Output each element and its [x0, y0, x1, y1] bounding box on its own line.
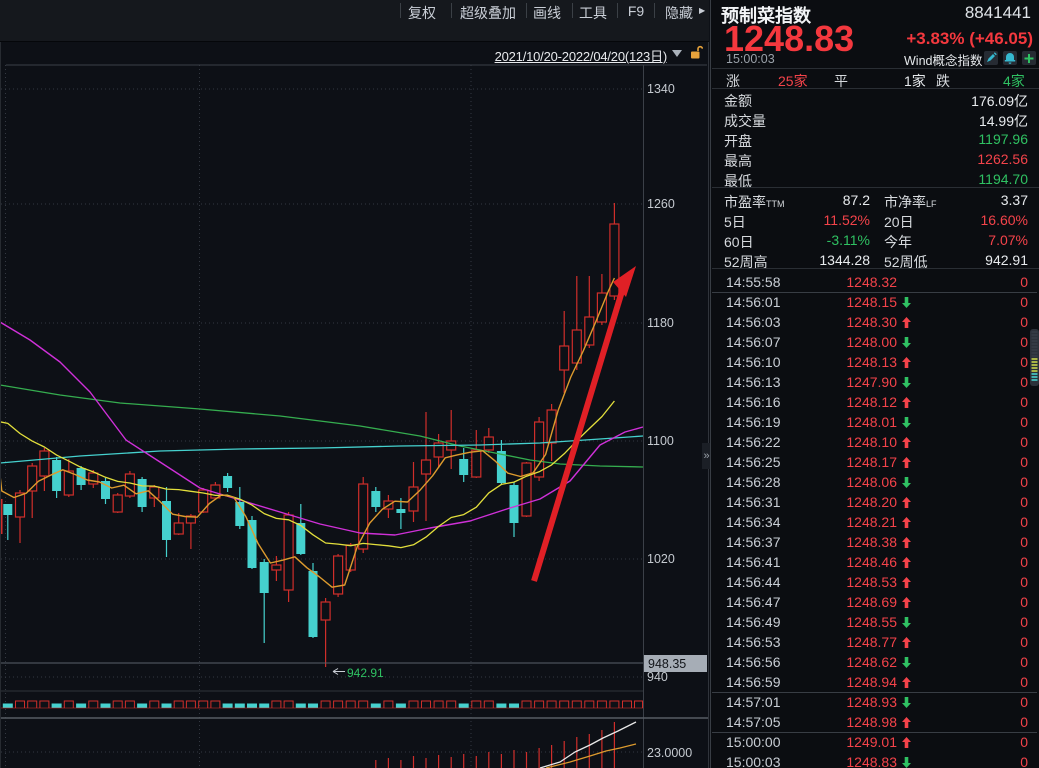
svg-text:1100: 1100 — [647, 434, 674, 448]
svg-text:948.35: 948.35 — [648, 657, 686, 671]
svg-text:942.91: 942.91 — [347, 666, 384, 680]
svg-text:1340: 1340 — [647, 82, 675, 96]
svg-text:1180: 1180 — [647, 316, 674, 330]
svg-text:23.0000: 23.0000 — [647, 746, 692, 760]
svg-text:1020: 1020 — [647, 552, 675, 566]
svg-text:1260: 1260 — [647, 197, 675, 211]
svg-text:940: 940 — [647, 670, 668, 684]
